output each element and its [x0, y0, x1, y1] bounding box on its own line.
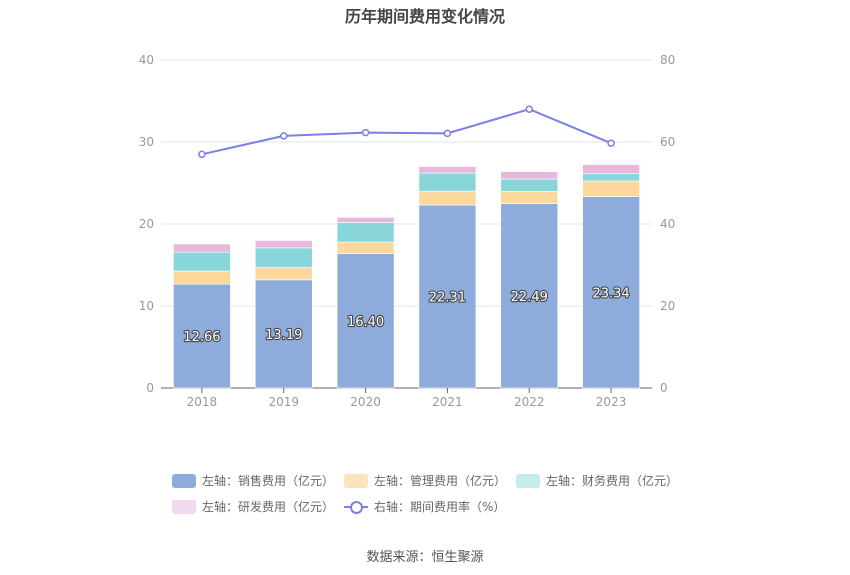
bar-finance [582, 173, 640, 182]
legend-item-ratio[interactable]: 右轴：期间费用率（%） [344, 498, 505, 515]
data-source-note: 数据来源：恒生聚源 [366, 550, 484, 565]
bar-finance [173, 251, 231, 272]
line-ratio [201, 108, 612, 156]
bar-mgmt [254, 267, 313, 281]
line-point [198, 150, 206, 159]
bar-finance [254, 247, 313, 268]
bar-rnd [582, 164, 640, 174]
right-axis-tick-label: 0 [660, 381, 668, 395]
left-axis-tick-label: 0 [146, 381, 154, 395]
bar-mgmt [336, 241, 395, 254]
bar-data-label: 13.19 [265, 328, 302, 343]
right-axis-tick-label: 80 [660, 53, 675, 67]
legend-label-sales: 左轴：销售费用（亿元） [202, 474, 335, 488]
bar-sales [336, 253, 395, 389]
bar-sales [500, 203, 559, 389]
bar-mgmt [582, 180, 640, 197]
bar-mgmt [500, 190, 559, 204]
legend-swatch-rnd [172, 499, 196, 514]
line-point [525, 105, 533, 113]
chart-title: 历年期间费用变化情况 [344, 7, 505, 26]
bar-finance [500, 178, 559, 192]
bar-mgmt [173, 270, 231, 285]
legend-item-mgmt[interactable]: 左轴：管理费用（亿元） [344, 472, 506, 489]
bar-data-label: 23.34 [592, 286, 629, 301]
x-axis-tick-label: 2021 [432, 395, 463, 409]
x-axis-tick-label: 2019 [268, 395, 299, 409]
bar-rnd [254, 240, 313, 249]
right-axis-tick-label: 40 [660, 217, 675, 231]
left-axis-tick-label: 20 [139, 217, 154, 231]
bar-data-label: 22.49 [511, 290, 548, 305]
bar-rnd [500, 171, 559, 180]
bar-sales [582, 196, 640, 389]
line-point [443, 129, 452, 138]
bar-data-label: 22.31 [429, 291, 466, 306]
bar-data-label: 16.40 [347, 315, 384, 330]
x-axis-tick-label: 2018 [187, 395, 218, 409]
bar-sales [254, 279, 313, 389]
left-axis-tick-label: 30 [139, 135, 154, 149]
bar-finance [336, 222, 395, 243]
right-axis-tick-label: 20 [660, 299, 675, 313]
legend-swatch-finance [516, 473, 540, 488]
bar-mgmt [418, 190, 477, 206]
left-axis-tick-label: 10 [139, 299, 154, 313]
bar-rnd [336, 217, 395, 223]
line-point [607, 139, 615, 147]
bar-finance [418, 172, 477, 192]
legend-item-sales[interactable]: 左轴：销售费用（亿元） [172, 472, 334, 489]
bar-rnd [173, 243, 231, 253]
legend-swatch-mgmt [344, 473, 368, 488]
x-axis-tick-label: 2022 [514, 395, 545, 409]
legend-label-finance: 左轴：财务费用（亿元） [546, 474, 679, 488]
left-axis-tick-label: 40 [139, 53, 154, 67]
x-axis-tick-label: 2023 [596, 395, 627, 409]
line-point [280, 132, 288, 140]
legend-item-finance[interactable]: 左轴：财务费用（亿元） [516, 472, 678, 489]
legend-label-rnd: 左轴：研发费用（亿元） [202, 500, 335, 514]
legend-swatch-sales [172, 473, 196, 488]
bar-data-label: 12.66 [183, 330, 220, 345]
bar-sales [418, 204, 477, 389]
legend-item-rnd[interactable]: 左轴：研发费用（亿元） [172, 498, 334, 515]
right-axis-tick-label: 60 [660, 135, 675, 149]
line-point [361, 128, 370, 137]
legend-swatch-ratio [344, 500, 368, 514]
x-axis-tick-label: 2020 [350, 395, 381, 409]
legend-label-mgmt: 左轴：管理费用（亿元） [374, 474, 507, 488]
bar-rnd [418, 166, 477, 174]
legend-label-ratio: 右轴：期间费用率（%） [374, 500, 506, 514]
